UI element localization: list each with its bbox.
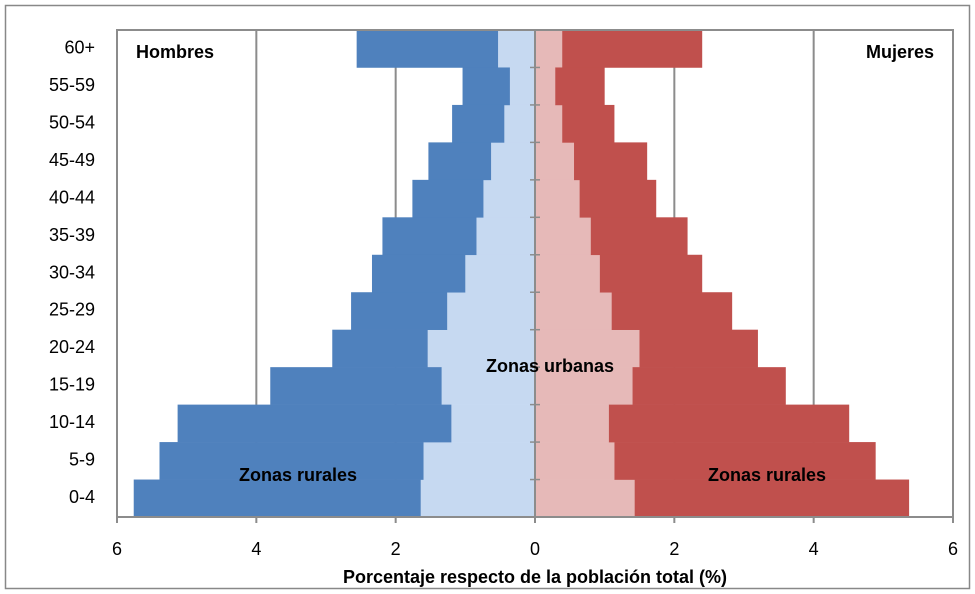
annotation: Zonas rurales [239,465,357,485]
x-tick-label: 2 [669,539,679,559]
y-tick-label: 60+ [64,37,95,57]
y-tick-label: 30-34 [49,262,95,282]
bar [535,179,580,218]
bar [462,67,510,106]
bar [562,30,703,68]
bar [535,254,600,293]
bar [427,329,535,368]
bar [535,404,609,443]
bar [270,367,442,405]
y-tick-label: 55-59 [49,75,95,95]
bar [441,367,535,405]
y-tick-label: 20-24 [49,337,95,357]
x-axis-label: Porcentaje respecto de la población tota… [343,567,727,587]
bar [535,292,612,330]
annotation: Zonas urbanas [486,356,614,376]
annotation: Mujeres [866,42,934,62]
bar [634,479,910,518]
bar [452,104,505,143]
bar [491,142,535,181]
bar [476,217,535,256]
y-tick-label: 15-19 [49,375,95,395]
y-tick-label: 40-44 [49,187,95,207]
chart-border [4,4,971,590]
y-tick-label: 25-29 [49,300,95,320]
bar [483,179,535,218]
bar [451,404,535,443]
x-tick-label: 6 [948,539,958,559]
bar [504,104,535,143]
bar [423,442,535,480]
bar [133,479,421,518]
bar [614,442,876,480]
bar [611,292,733,330]
bar [535,142,575,181]
bar [420,479,535,518]
bar [535,367,633,405]
bar [351,292,448,330]
y-tick-label: 50-54 [49,112,95,132]
bar [498,30,535,68]
x-tick-label: 2 [391,539,401,559]
bar [535,329,640,368]
bar [332,329,428,368]
y-tick-label: 35-39 [49,225,95,245]
x-tick-label: 0 [530,539,540,559]
y-tick-label: 0-4 [69,487,95,507]
bar [428,142,492,181]
annotation: Hombres [136,42,214,62]
bar [535,67,556,106]
bar [535,30,563,68]
bar [535,217,591,256]
y-tick-label: 10-14 [49,412,95,432]
bar [535,442,615,480]
bar [159,442,424,480]
bar [356,30,499,68]
x-tick-label: 6 [112,539,122,559]
bar [177,404,452,443]
bar [632,367,786,405]
bar [509,67,535,106]
bar [465,254,535,293]
bar [371,254,466,293]
bar [590,217,688,256]
x-tick-label: 4 [809,539,819,559]
bar [447,292,535,330]
bar [562,104,615,143]
bar [535,479,635,518]
bar [574,142,648,181]
x-tick-label: 4 [251,539,261,559]
y-tick-label: 5-9 [69,450,95,470]
annotation: Zonas rurales [708,465,826,485]
bar [555,67,605,106]
y-tick-label: 45-49 [49,150,95,170]
bar [639,329,758,368]
bar [608,404,850,443]
bar [535,104,563,143]
bar [412,179,484,218]
bar [599,254,703,293]
bar [382,217,477,256]
bar [579,179,657,218]
